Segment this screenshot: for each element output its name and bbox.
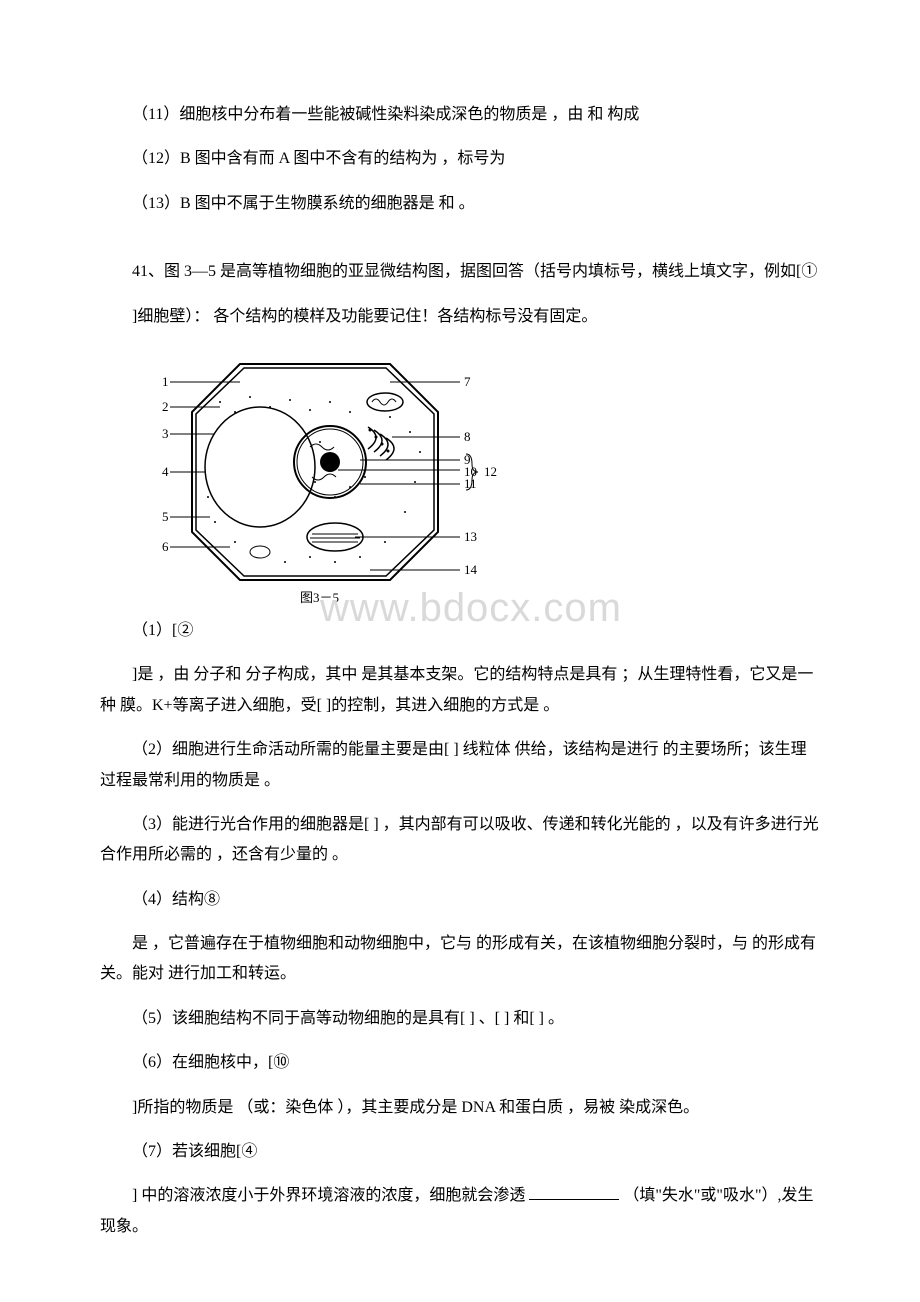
q40-item-11: （11）细胞核中分布着一些能被碱性染料染成深色的物质是 ，由 和 构成: [100, 100, 820, 130]
q41-sub4-lead: （4）结构⑧: [100, 885, 820, 915]
diagram-label-12: 12: [484, 464, 497, 479]
q41-sub6-body: ]所指的物质是 （或：染色体 ），其主要成分是 DNA 和蛋白质 ，易被 染成深…: [100, 1093, 820, 1123]
q40-item-12: （12）B 图中含有而 A 图中不含有的结构为 ，标号为: [100, 144, 820, 174]
diagram-label-8: 8: [464, 429, 471, 444]
q40-item-13: （13）B 图中不属于生物膜系统的细胞器是 和 。: [100, 189, 820, 219]
diagram-caption: 图3－5: [300, 590, 339, 605]
q41-sub7-body: ] 中的溶液浓度小于外界环境溶液的浓度，细胞就会渗透（填"失水"或"吸水"）,发…: [100, 1181, 820, 1242]
q41-sub5: （5）该细胞结构不同于高等动物细胞的是具有[ ] 、[ ] 和[ ] 。: [100, 1004, 820, 1034]
fill-blank: [529, 1199, 619, 1200]
diagram-label-1: 1: [162, 374, 169, 389]
diagram-label-2: 2: [162, 399, 169, 414]
q41-intro-tail: ]细胞壁）： 各个结构的模样及功能要记住！各结构标号没有固定。: [100, 302, 820, 332]
q41-sub7-lead: （7）若该细胞[④: [100, 1137, 820, 1167]
q41-sub1-lead: （1）[②: [100, 616, 820, 646]
diagram-label-14: 14: [464, 562, 478, 577]
diagram-label-6: 6: [162, 539, 169, 554]
diagram-label-7: 7: [464, 374, 471, 389]
q41-sub6-lead: （6）在细胞核中，[⑩: [100, 1048, 820, 1078]
cell-diagram: www.bdocx.com: [160, 352, 820, 612]
q41-sub4-body: 是 ，它普遍存在于植物细胞和动物细胞中，它与 的形成有关，在该植物细胞分裂时，与…: [100, 929, 820, 990]
q41-sub1-body: ]是 ，由 分子和 分子构成，其中 是其基本支架。它的结构特点是具有 ；从生理特…: [100, 660, 820, 721]
diagram-label-11: 11: [464, 476, 477, 491]
diagram-label-5: 5: [162, 509, 169, 524]
diagram-label-4: 4: [162, 464, 169, 479]
q41-sub2: （2）细胞进行生命活动所需的能量主要是由[ ] 线粒体 供给，该结构是进行 的主…: [100, 735, 820, 796]
cell-diagram-svg: 1 2 3 4 5 6 7 8 9 10 12 11 13 14 图3－5: [160, 352, 520, 612]
q41-intro: 41、图 3—5 是高等植物细胞的亚显微结构图，据图回答（括号内填标号，横线上填…: [100, 257, 820, 287]
q41-sub3: （3）能进行光合作用的细胞器是[ ] ，其内部有可以吸收、传递和转化光能的 ，以…: [100, 810, 820, 871]
diagram-label-3: 3: [162, 426, 169, 441]
diagram-label-13: 13: [464, 529, 477, 544]
